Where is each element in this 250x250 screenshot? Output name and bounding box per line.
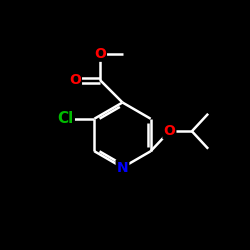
Text: Cl: Cl [58, 111, 74, 126]
Text: N: N [117, 160, 128, 174]
Text: O: O [69, 73, 81, 87]
Text: O: O [94, 47, 106, 61]
Text: O: O [164, 124, 175, 138]
